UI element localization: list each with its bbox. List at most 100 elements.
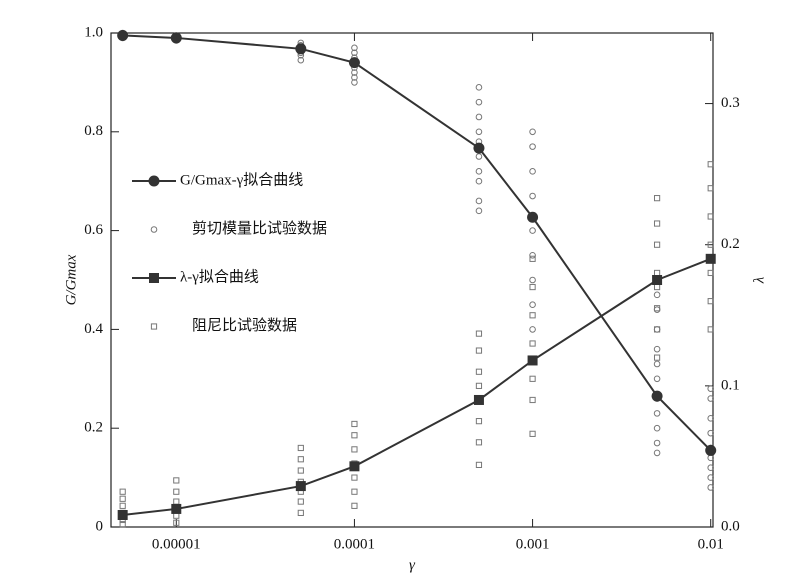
data-point — [707, 429, 715, 437]
data-point — [707, 241, 714, 248]
data-point — [475, 98, 483, 106]
data-point — [529, 312, 536, 319]
data-point — [475, 368, 483, 375]
data-point — [297, 456, 304, 463]
data-point — [475, 153, 483, 160]
y2-tick-label: 0.3 — [721, 95, 740, 111]
data-point — [351, 79, 358, 86]
data-point — [351, 44, 358, 52]
data-point — [529, 168, 536, 175]
x-tick-label: 0.0001 — [334, 536, 375, 552]
x-tick-label: 0.00001 — [152, 536, 201, 552]
fit-point — [170, 32, 182, 44]
legend-bg — [132, 223, 176, 236]
data-point — [351, 502, 358, 509]
data-point — [653, 195, 661, 202]
fit-point — [473, 394, 484, 405]
data-point — [297, 498, 304, 505]
data-point — [529, 326, 536, 333]
data-point — [173, 488, 180, 495]
y-tick-label: 0.8 — [84, 123, 103, 139]
fit-point — [117, 29, 129, 41]
data-point — [475, 382, 483, 389]
y-tick-label: 0.6 — [84, 222, 103, 238]
data-point — [707, 298, 714, 305]
data-point — [707, 415, 715, 422]
data-point — [653, 354, 661, 361]
data-point — [653, 283, 661, 291]
data-point — [529, 252, 536, 259]
data-point — [707, 385, 715, 392]
fit-point — [295, 43, 307, 55]
fit-point — [705, 444, 717, 456]
data-point — [351, 446, 358, 453]
data-point — [707, 326, 714, 333]
legend-marker — [150, 226, 158, 233]
data-point — [707, 213, 714, 220]
fit-point — [295, 481, 306, 492]
data-point — [475, 347, 483, 354]
data-point — [119, 488, 126, 495]
data-point — [119, 495, 126, 502]
fit-point — [652, 275, 663, 285]
y2-tick-label: 0.1 — [721, 377, 740, 393]
data-point — [173, 519, 180, 526]
data-point — [707, 269, 714, 277]
y-tick-label: 1.0 — [84, 24, 103, 40]
fit-point — [117, 510, 128, 521]
data-point — [653, 360, 661, 368]
fit-point — [705, 253, 716, 264]
data-point — [119, 502, 126, 509]
data-point — [351, 69, 358, 76]
y-tick-label: 0 — [96, 518, 104, 534]
data-point — [529, 255, 536, 262]
fit-line — [122, 257, 712, 516]
data-point — [653, 305, 661, 312]
data-point — [475, 113, 483, 121]
data-point — [707, 484, 715, 491]
legend-label: 剪切模量比试验数据 — [192, 220, 327, 237]
y-tick-label: 0.2 — [84, 420, 103, 436]
data-point — [475, 439, 483, 446]
legend-label: λ-γ拟合曲线 — [180, 268, 259, 285]
data-point — [529, 375, 536, 382]
data-point — [653, 375, 661, 383]
y2-axis-label: λ — [751, 276, 767, 284]
fit-point — [349, 461, 360, 472]
data-point — [707, 464, 715, 472]
data-point — [707, 474, 715, 481]
data-point — [529, 301, 536, 309]
data-point — [351, 74, 358, 81]
data-point — [653, 291, 661, 299]
data-point — [653, 241, 661, 248]
legend-bg — [132, 320, 176, 333]
data-point — [653, 424, 661, 432]
data-point — [351, 49, 358, 57]
data-point — [475, 177, 483, 185]
data-point — [475, 168, 483, 175]
data-point — [707, 395, 715, 402]
data-point — [297, 56, 305, 64]
data-point — [653, 326, 661, 333]
data-point — [653, 449, 661, 457]
data-point — [297, 467, 304, 474]
fit-point — [348, 57, 360, 69]
plot-frame — [110, 32, 714, 528]
data-point — [475, 418, 483, 425]
data-point — [653, 220, 661, 227]
data-point — [653, 345, 661, 353]
data-point — [173, 498, 180, 505]
data-point — [529, 192, 536, 200]
fit-point — [651, 390, 663, 402]
data-point — [707, 185, 714, 192]
data-point — [475, 197, 483, 205]
data-point — [351, 474, 358, 481]
data-point — [475, 128, 483, 136]
data-point — [529, 283, 536, 291]
data-point — [119, 521, 126, 528]
fit-point — [473, 142, 485, 154]
fit-line — [122, 34, 712, 452]
data-point — [297, 509, 304, 516]
data-point — [475, 461, 483, 468]
fit-point — [171, 503, 182, 514]
